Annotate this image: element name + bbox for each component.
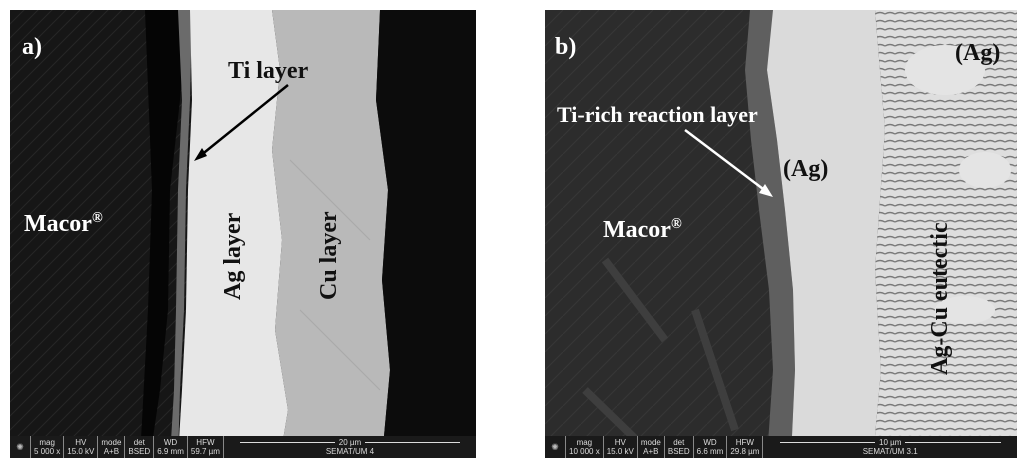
- info-hfw: HFW 29.8 µm: [727, 436, 764, 458]
- arrow-ti-rich: [684, 129, 768, 193]
- label-macor-b: Macor®: [603, 216, 682, 243]
- scale-bar-a: 20 µm SEMAT/UM 4: [224, 436, 476, 458]
- sem-panel-b: b) (Ag) Ti-rich reaction layer (Ag) Maco…: [545, 10, 1017, 458]
- sem-info-bar-a: ✺ mag 5 000 x HV 15.0 kV mode A+B det BSED W…: [10, 436, 476, 458]
- label-cu-layer: Cu layer: [316, 211, 342, 300]
- info-hv: HV 15.0 kV: [64, 436, 99, 458]
- info-wd: WD 6.9 mm: [154, 436, 188, 458]
- label-ag-layer: Ag layer: [220, 212, 246, 300]
- info-mag: mag 10 000 x: [566, 436, 604, 458]
- fei-logo-icon: ✺: [10, 436, 31, 458]
- label-ti-rich-layer: Ti-rich reaction layer: [557, 102, 758, 127]
- panel-letter-b: b): [555, 34, 577, 60]
- label-macor-a: Macor®: [24, 210, 103, 237]
- info-det: det BSED: [665, 436, 694, 458]
- label-ag-top: (Ag): [955, 40, 1001, 66]
- label-ti-layer: Ti layer: [228, 58, 309, 84]
- label-ag-cu-eutectic: Ag-Cu eutectic: [927, 222, 953, 375]
- info-hv: HV 15.0 kV: [604, 436, 638, 458]
- info-mag: mag 5 000 x: [31, 436, 65, 458]
- arrow-ti: [199, 84, 289, 157]
- info-mode: mode A+B: [98, 436, 126, 458]
- scale-bar-b: 10 µm SEMAT/UM 3.1: [763, 436, 1017, 458]
- sem-image-a: [10, 10, 476, 458]
- sem-image-b: [545, 10, 1017, 458]
- info-wd: WD 6.6 mm: [694, 436, 728, 458]
- panel-letter-a: a): [22, 34, 42, 60]
- info-det: det BSED: [125, 436, 155, 458]
- info-mode: mode A+B: [638, 436, 665, 458]
- sem-panel-a: a) Ti layer Macor® Ag layer Cu layer ✺ m…: [10, 10, 476, 458]
- fei-logo-icon: ✺: [545, 436, 566, 458]
- info-hfw: HFW 59.7 µm: [188, 436, 224, 458]
- label-ag-mid: (Ag): [783, 156, 829, 182]
- sem-info-bar-b: ✺ mag 10 000 x HV 15.0 kV mode A+B det BSED …: [545, 436, 1017, 458]
